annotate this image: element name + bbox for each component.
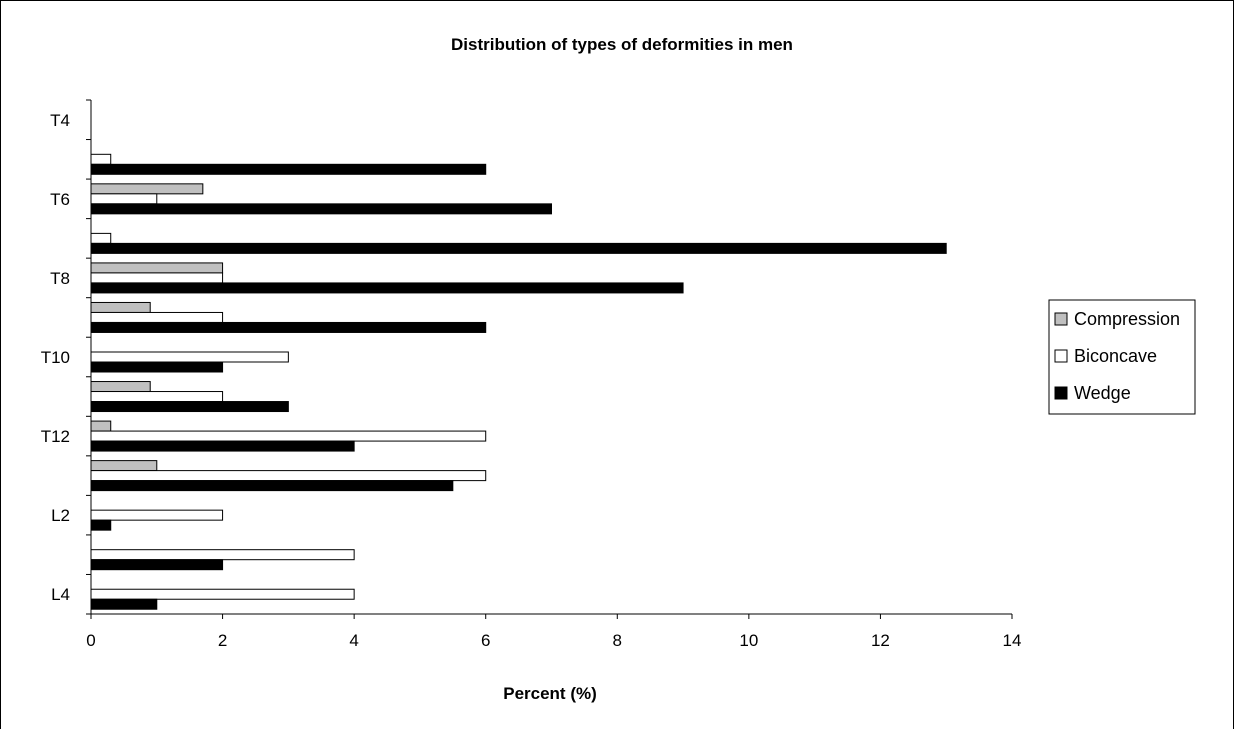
legend-label-biconcave: Biconcave [1074, 346, 1157, 366]
y-tick-label: T10 [41, 348, 70, 367]
bar-compression-t8 [91, 263, 223, 273]
bar-wedge-l1 [91, 481, 453, 491]
bar-biconcave-t11 [91, 392, 223, 402]
bar-compression-l1 [91, 461, 157, 471]
x-tick-label: 10 [739, 631, 758, 650]
x-tick-label: 12 [871, 631, 890, 650]
bar-compression-t9 [91, 302, 150, 312]
bar-wedge-t9 [91, 322, 486, 332]
bar-wedge-t6 [91, 204, 552, 214]
x-axis-label: Percent (%) [503, 684, 597, 703]
bar-wedge-t11 [91, 402, 288, 412]
bar-biconcave-l1 [91, 471, 486, 481]
x-tick-label: 0 [86, 631, 95, 650]
bar-wedge-t8 [91, 283, 683, 293]
y-tick-label: T4 [50, 111, 70, 130]
bar-biconcave-t9 [91, 312, 223, 322]
bars [91, 154, 946, 609]
y-tick-label: T12 [41, 427, 70, 446]
bar-wedge-t5 [91, 164, 486, 174]
bar-biconcave-t12 [91, 431, 486, 441]
legend-swatch-compression [1055, 313, 1067, 325]
bar-biconcave-l4 [91, 589, 354, 599]
bar-wedge-t7 [91, 243, 946, 253]
bar-biconcave-l2 [91, 510, 223, 520]
bar-wedge-l3 [91, 560, 223, 570]
y-tick-label: T6 [50, 190, 70, 209]
bar-wedge-t10 [91, 362, 223, 372]
bar-biconcave-t7 [91, 233, 111, 243]
bar-wedge-t12 [91, 441, 354, 451]
x-tick-label: 2 [218, 631, 227, 650]
bar-biconcave-t6 [91, 194, 157, 204]
legend-swatch-biconcave [1055, 350, 1067, 362]
bar-biconcave-t5 [91, 154, 111, 164]
bar-biconcave-l3 [91, 550, 354, 560]
bar-compression-t12 [91, 421, 111, 431]
y-tick-label: L4 [51, 585, 70, 604]
legend-swatch-wedge [1055, 387, 1067, 399]
x-tick-label: 14 [1003, 631, 1022, 650]
x-tick-label: 8 [613, 631, 622, 650]
bar-biconcave-t8 [91, 273, 223, 283]
chart-title: Distribution of types of deformities in … [451, 35, 793, 54]
x-tick-label: 4 [349, 631, 358, 650]
y-tick-label: L2 [51, 506, 70, 525]
bar-compression-t6 [91, 184, 203, 194]
legend: Compression Biconcave Wedge [1049, 300, 1195, 414]
bar-biconcave-t10 [91, 352, 288, 362]
x-tick-label: 6 [481, 631, 490, 650]
y-tick-label: T8 [50, 269, 70, 288]
bar-compression-t11 [91, 382, 150, 392]
legend-label-wedge: Wedge [1074, 383, 1131, 403]
bar-wedge-l2 [91, 520, 111, 530]
legend-label-compression: Compression [1074, 309, 1180, 329]
bar-wedge-l4 [91, 599, 157, 609]
